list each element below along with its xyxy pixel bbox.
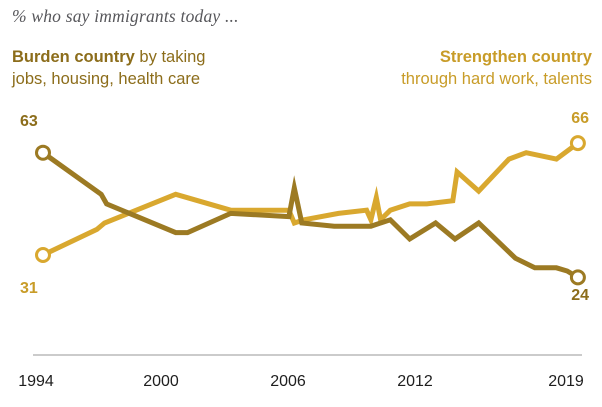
x-axis-line	[33, 354, 582, 356]
legend-burden: Burden country by taking jobs, housing, …	[12, 46, 205, 90]
legend-burden-rest: by taking	[134, 48, 206, 66]
legend-strengthen-line2: through hard work, talents	[401, 70, 592, 88]
endpoint-marker-strengthen-end	[569, 135, 586, 152]
burden-end-value: 24	[571, 287, 589, 304]
strengthen-start-value: 31	[20, 280, 38, 297]
x-tick-1994: 1994	[18, 373, 54, 390]
x-tick-2006: 2006	[270, 373, 306, 390]
endpoint-marker-burden-start	[35, 144, 51, 161]
legend-burden-line2: jobs, housing, health care	[12, 70, 201, 88]
legend-burden-line1: Burden country by taking	[12, 46, 205, 68]
strengthen-end-value: 66	[571, 110, 589, 127]
endpoint-marker-strengthen-start	[35, 247, 51, 263]
chart-title: % who say immigrants today ...	[12, 6, 239, 26]
trend-line-strengthen	[41, 141, 580, 258]
x-tick-2019: 2019	[548, 373, 584, 390]
trend-line-burden	[41, 150, 580, 280]
legend-strengthen-bold: Strengthen country	[439, 48, 592, 66]
burden-start-value: 63	[20, 113, 38, 130]
legend-burden-bold: Burden country	[12, 48, 135, 66]
endpoint-marker-burden-end	[569, 269, 586, 286]
legend-strengthen: Strengthen country through hard work, ta…	[401, 46, 592, 90]
x-tick-2012: 2012	[397, 373, 433, 390]
x-tick-2000: 2000	[143, 373, 179, 390]
